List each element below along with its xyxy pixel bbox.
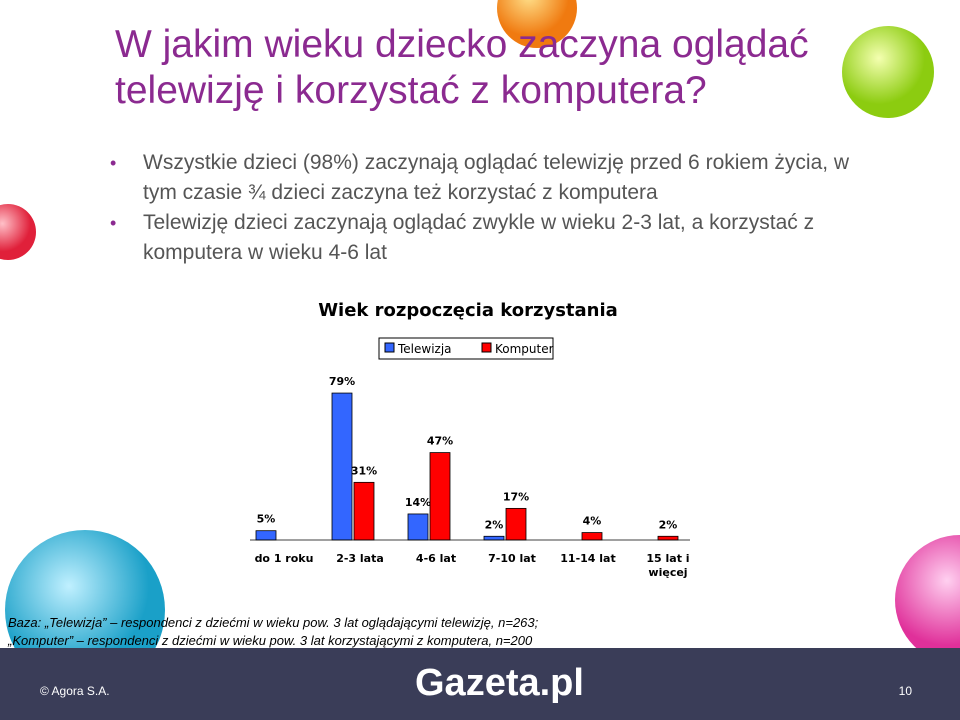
bar [581, 532, 603, 541]
logo: Gazeta.pl [415, 662, 584, 704]
title: W jakim wieku dziecko zaczyna oglądać te… [115, 23, 809, 112]
footnote-line: Baza: „Telewizja” – respondenci z dziećm… [8, 615, 539, 630]
footnote-line: „Komputer” – respondenci z dziećmi w wie… [8, 633, 533, 648]
data-label: 79% [329, 375, 355, 388]
legend-swatch [384, 342, 395, 353]
bullet: Telewizję dzieci zaczynają oglądać zwykl… [110, 208, 850, 268]
x-tick-label: 15 lat i więcej [646, 552, 689, 579]
x-tick-label: 11-14 lat [560, 552, 615, 565]
bar [429, 452, 451, 541]
x-tick-label: 7-10 lat [488, 552, 536, 565]
bar [255, 530, 277, 541]
copyright: © Agora S.A. [40, 684, 110, 698]
legend [378, 337, 554, 360]
bar [505, 507, 527, 541]
data-label: 5% [257, 513, 276, 526]
bullet-list: Wszystkie dzieci (98%) zaczynają oglądać… [110, 148, 850, 268]
bar [483, 535, 505, 541]
page-number: 10 [898, 684, 912, 698]
x-tick-label: 4-6 lat [416, 552, 456, 565]
data-label: 2% [485, 518, 504, 531]
chart: Wiek rozpoczęcia korzystania Telewizja Ko… [250, 300, 690, 579]
balloon [895, 535, 960, 665]
data-label: 4% [583, 515, 602, 528]
chart-title: Wiek rozpoczęcia korzystania [318, 300, 618, 321]
legend-label: Telewizja [397, 342, 452, 356]
balloon [0, 204, 36, 260]
balloon [842, 26, 934, 118]
balloon [497, 0, 577, 48]
bar [407, 513, 429, 541]
x-tick-label: do 1 roku [255, 552, 314, 565]
legend-swatch [481, 342, 492, 353]
bullet: Wszystkie dzieci (98%) zaczynają oglądać… [110, 148, 850, 208]
footer: © Agora S.A. Gazeta.pl 10 [0, 648, 960, 720]
footnote: Baza: „Telewizja” – respondenci z dziećm… [8, 614, 768, 650]
data-label: 2% [659, 518, 678, 531]
data-label: 47% [427, 435, 453, 448]
bar [657, 535, 679, 541]
data-label: 17% [503, 490, 529, 503]
legend-label: Komputer [495, 342, 554, 356]
x-tick-label: 2-3 lata [336, 552, 384, 565]
bar [353, 481, 375, 541]
bar [331, 392, 353, 541]
data-label: 14% [405, 496, 431, 509]
data-label: 31% [351, 464, 377, 477]
